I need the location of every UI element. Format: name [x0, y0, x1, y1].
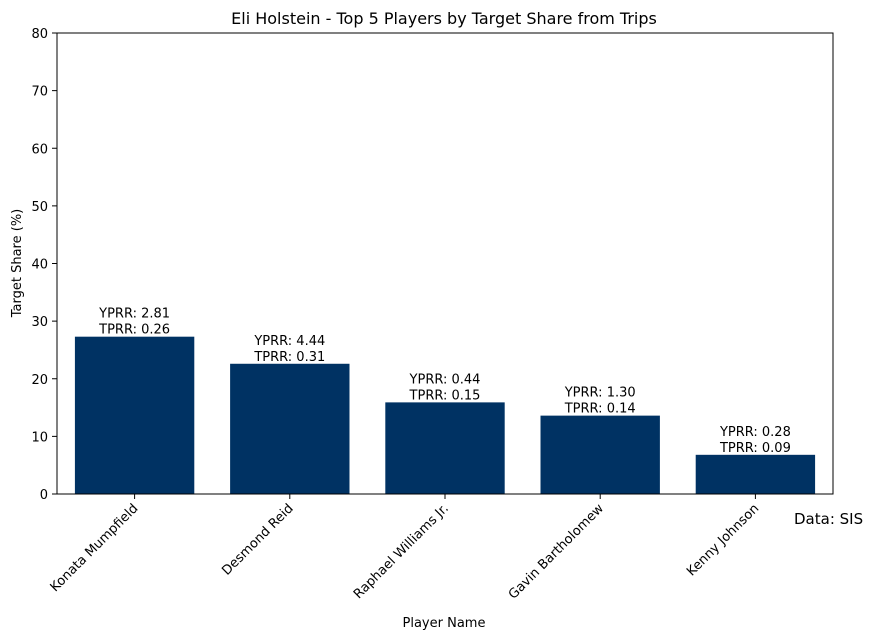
bar-data-label: TPRR: 0.14: [564, 402, 636, 417]
bar-data-label: YPRR: 0.44: [409, 372, 481, 387]
bar: [385, 402, 505, 494]
bar-data-label: YPRR: 4.44: [253, 334, 325, 349]
y-tick-label: 10: [31, 430, 48, 445]
y-tick-label: 50: [31, 200, 48, 215]
x-tick-label: Gavin Bartholomew: [506, 501, 607, 602]
y-tick-label: 80: [31, 27, 48, 42]
bar-data-label: TPRR: 0.26: [98, 323, 170, 338]
source-note: Data: SIS: [794, 510, 864, 528]
bar-data-label: YPRR: 2.81: [98, 307, 170, 322]
bar-data-label: TPRR: 0.31: [253, 350, 325, 365]
chart-title: Eli Holstein - Top 5 Players by Target S…: [231, 9, 657, 28]
y-tick-label: 60: [31, 142, 48, 157]
bar-data-label: YPRR: 0.28: [719, 425, 791, 440]
bar-data-label: YPRR: 1.30: [564, 386, 636, 401]
y-tick-label: 40: [31, 258, 48, 273]
bar: [540, 415, 660, 494]
y-tick-label: 0: [40, 488, 48, 503]
bar: [695, 454, 816, 494]
bar-data-label: TPRR: 0.09: [719, 441, 791, 456]
y-tick-label: 20: [31, 373, 48, 388]
x-tick-label: Raphael Williams Jr.: [351, 501, 452, 602]
bar: [230, 363, 350, 494]
bar: [74, 336, 195, 494]
y-tick-label: 30: [31, 315, 48, 330]
x-tick-label: Konata Mumpfield: [48, 501, 142, 595]
x-tick-label: Desmond Reid: [219, 501, 296, 578]
bar-data-label: TPRR: 0.15: [409, 388, 481, 403]
x-axis-label: Player Name: [403, 616, 486, 631]
y-tick-label: 70: [31, 85, 48, 100]
plot-frame: [56, 32, 834, 495]
x-tick-label: Kenny Johnson: [684, 501, 762, 579]
y-axis-label: Target Share (%): [10, 209, 25, 319]
